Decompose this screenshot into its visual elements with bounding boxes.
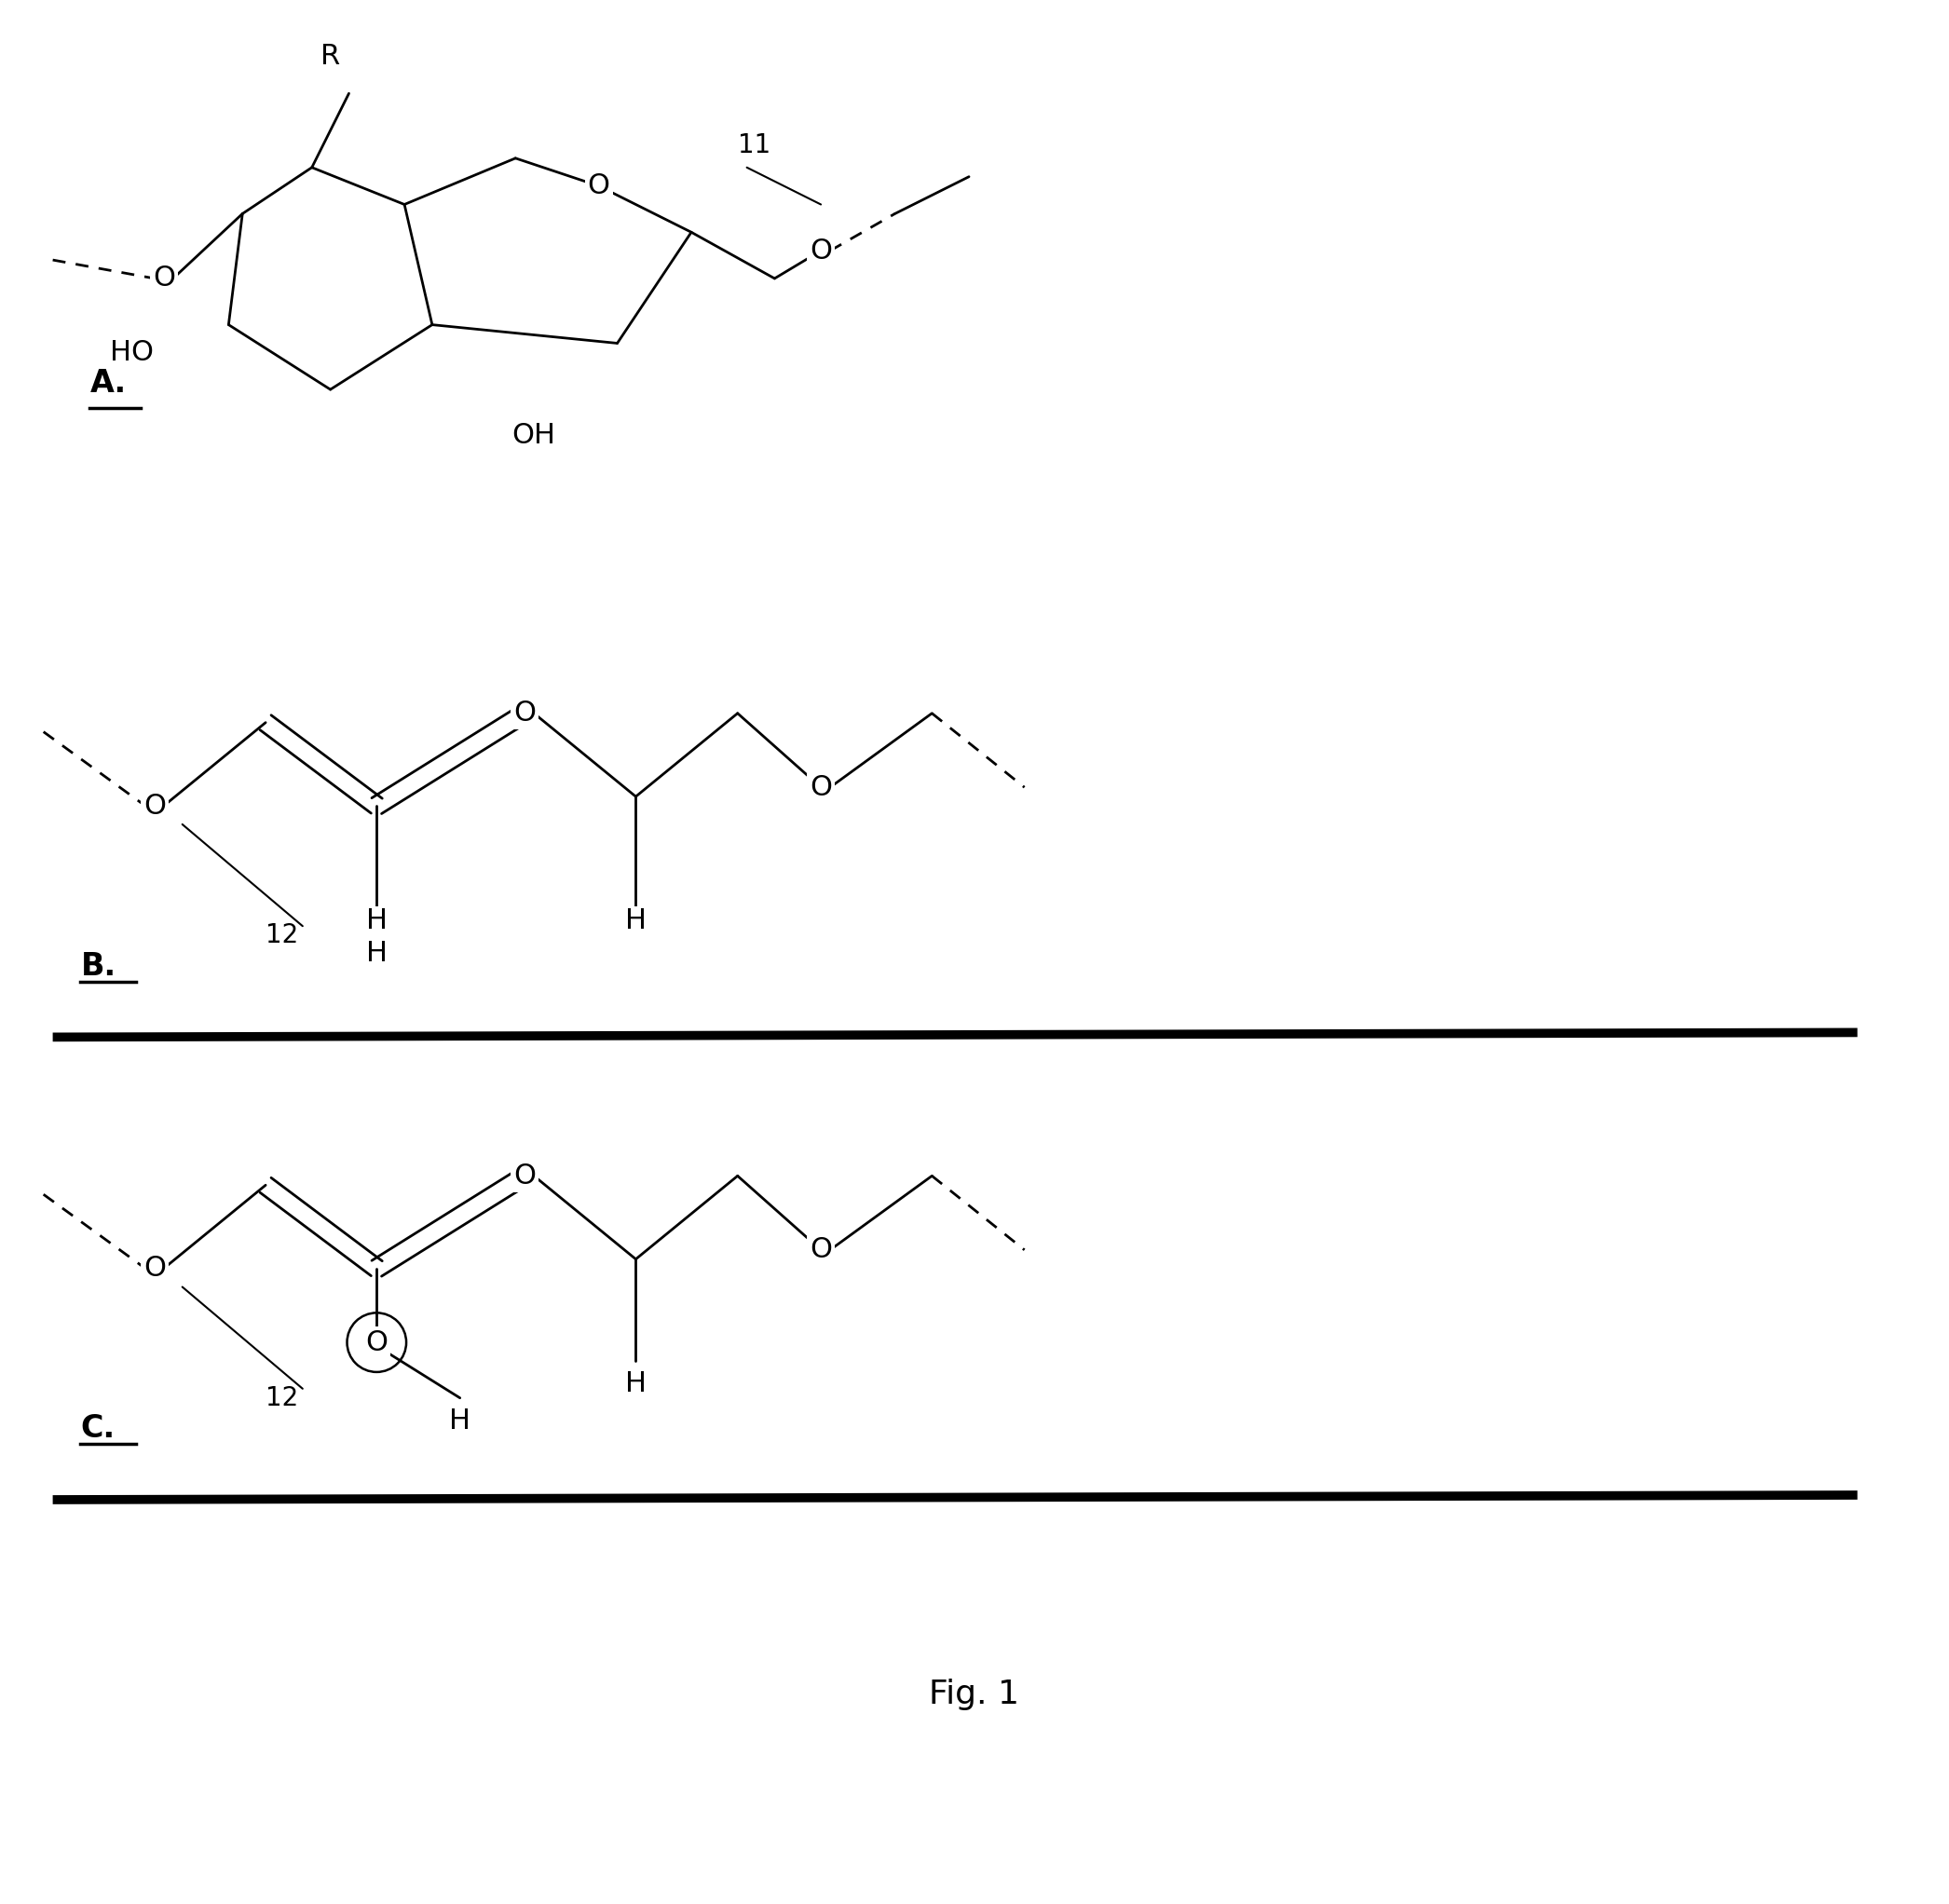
Text: O: O <box>809 773 832 802</box>
Text: 12: 12 <box>265 1384 298 1411</box>
Text: Fig. 1: Fig. 1 <box>930 1677 1019 1710</box>
Text: O: O <box>144 1255 166 1281</box>
Text: OH: OH <box>513 423 555 449</box>
Text: R: R <box>320 44 341 70</box>
Text: H: H <box>366 908 388 935</box>
Text: H: H <box>626 1371 647 1398</box>
Text: C.: C. <box>80 1413 115 1445</box>
Text: O: O <box>587 173 610 200</box>
Text: O: O <box>152 265 175 291</box>
Text: O: O <box>513 1161 536 1190</box>
Text: H: H <box>626 908 647 935</box>
Text: H: H <box>448 1407 470 1434</box>
Text: O: O <box>809 1236 832 1264</box>
Text: 11: 11 <box>737 131 770 158</box>
Text: O: O <box>366 1329 388 1356</box>
Text: B.: B. <box>80 950 117 982</box>
Text: 12: 12 <box>265 922 298 948</box>
Text: O: O <box>809 238 832 265</box>
Text: O: O <box>513 701 536 727</box>
Text: A.: A. <box>90 367 127 398</box>
Text: HO: HO <box>109 339 154 366</box>
Text: O: O <box>144 792 166 819</box>
Text: H: H <box>366 941 388 967</box>
